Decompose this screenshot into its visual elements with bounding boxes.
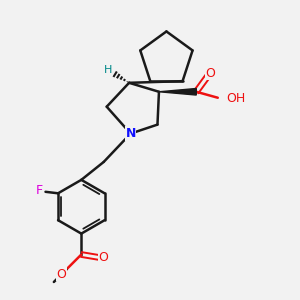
Polygon shape: [159, 88, 196, 95]
Text: O: O: [98, 251, 108, 264]
Text: O: O: [206, 67, 216, 80]
Text: F: F: [36, 184, 43, 197]
Text: H: H: [104, 65, 112, 75]
Text: OH: OH: [227, 92, 246, 105]
Text: N: N: [125, 127, 136, 140]
Text: O: O: [57, 268, 67, 281]
